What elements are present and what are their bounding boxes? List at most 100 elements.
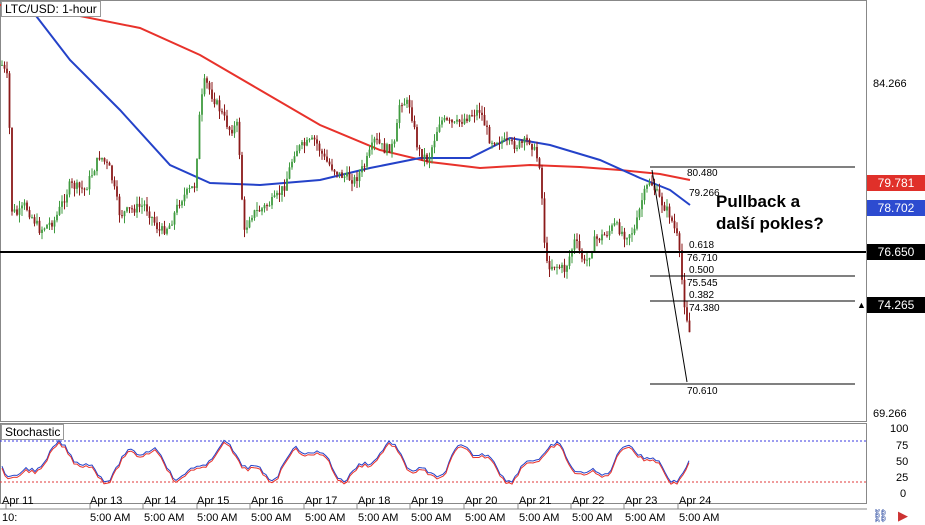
candle	[206, 76, 208, 89]
candle	[603, 232, 606, 236]
candle	[398, 99, 401, 129]
candle	[26, 200, 28, 212]
candle	[238, 117, 241, 160]
candle	[53, 216, 56, 234]
candle	[71, 178, 73, 189]
candle	[346, 166, 348, 180]
candle	[616, 220, 618, 226]
candle	[466, 114, 468, 124]
candle	[266, 203, 268, 211]
candle	[331, 158, 333, 172]
candle	[363, 163, 366, 172]
candle	[356, 171, 358, 188]
candle	[358, 169, 361, 188]
candle	[403, 98, 406, 106]
candle	[386, 142, 388, 156]
candle	[566, 264, 568, 279]
candle	[378, 132, 381, 145]
candle	[491, 140, 493, 149]
candle	[553, 266, 556, 271]
chart-annotation: Pullback a další pokles?	[716, 191, 824, 235]
candle	[468, 114, 471, 123]
date-label: Apr 24	[679, 495, 712, 507]
link-icon[interactable]: ⛓	[872, 508, 889, 523]
red-ma-price-tag: 79.781	[867, 175, 925, 191]
candle	[248, 216, 251, 229]
candle	[176, 198, 178, 216]
play-icon[interactable]: ▶	[898, 508, 908, 523]
candle	[1, 60, 3, 66]
candle	[233, 121, 236, 138]
support-price-tag: 76.650	[867, 244, 925, 260]
candle	[278, 185, 281, 202]
candle	[31, 214, 33, 219]
candle	[426, 152, 428, 165]
candle	[148, 206, 151, 225]
time-label: 10:	[2, 512, 18, 524]
candle	[608, 225, 611, 241]
candle	[301, 140, 303, 150]
candle	[73, 180, 76, 197]
candle	[98, 151, 101, 161]
date-label: Apr 22	[572, 495, 605, 507]
candle	[196, 158, 198, 192]
candle	[221, 108, 223, 115]
candle	[686, 301, 688, 323]
candle	[3, 61, 6, 73]
time-label: 5:00 AM	[251, 512, 292, 524]
candle	[661, 192, 663, 213]
candle	[388, 144, 391, 153]
candle	[578, 234, 581, 254]
candle	[303, 137, 306, 154]
candle	[293, 151, 296, 163]
candle	[328, 158, 331, 167]
candle	[6, 61, 8, 79]
candle	[178, 200, 181, 209]
candle	[631, 227, 633, 242]
candle	[393, 139, 396, 148]
candle	[536, 141, 538, 162]
stoch-axis-label: 0	[900, 488, 907, 500]
candle	[133, 204, 136, 216]
moving-averages	[0, 4, 691, 206]
fib-label-618: 0.618	[689, 240, 715, 251]
candle	[318, 140, 321, 157]
fibonacci-retracement[interactable]	[650, 166, 855, 385]
candle	[78, 181, 81, 196]
candle	[118, 193, 121, 223]
candle	[533, 143, 536, 151]
candle	[526, 134, 528, 146]
candle	[681, 243, 683, 285]
candle	[428, 152, 431, 169]
candle	[308, 138, 311, 143]
candle	[83, 187, 86, 196]
candle	[18, 200, 21, 223]
candle	[418, 144, 421, 157]
candle	[23, 199, 26, 210]
candle	[673, 213, 676, 234]
candle	[43, 227, 46, 232]
date-label: Apr 14	[144, 495, 177, 507]
candle	[611, 223, 613, 234]
candle	[628, 234, 631, 246]
candle	[613, 218, 616, 227]
candle	[473, 109, 476, 123]
candle	[546, 236, 548, 264]
candle	[156, 216, 158, 234]
candle	[508, 138, 511, 145]
candle	[413, 115, 416, 130]
time-label: 5:00 AM	[465, 512, 506, 524]
stochastic-lines	[1, 439, 690, 485]
candle	[586, 252, 588, 267]
candle	[223, 104, 226, 121]
fib-label-high: 80.480	[687, 168, 718, 179]
fib-label-low: 70.610	[687, 386, 718, 397]
candle	[433, 134, 436, 154]
candle	[688, 312, 691, 333]
candle	[436, 127, 438, 142]
candle	[256, 202, 258, 217]
candle	[173, 211, 176, 230]
candle	[321, 148, 323, 160]
candle	[486, 120, 488, 135]
